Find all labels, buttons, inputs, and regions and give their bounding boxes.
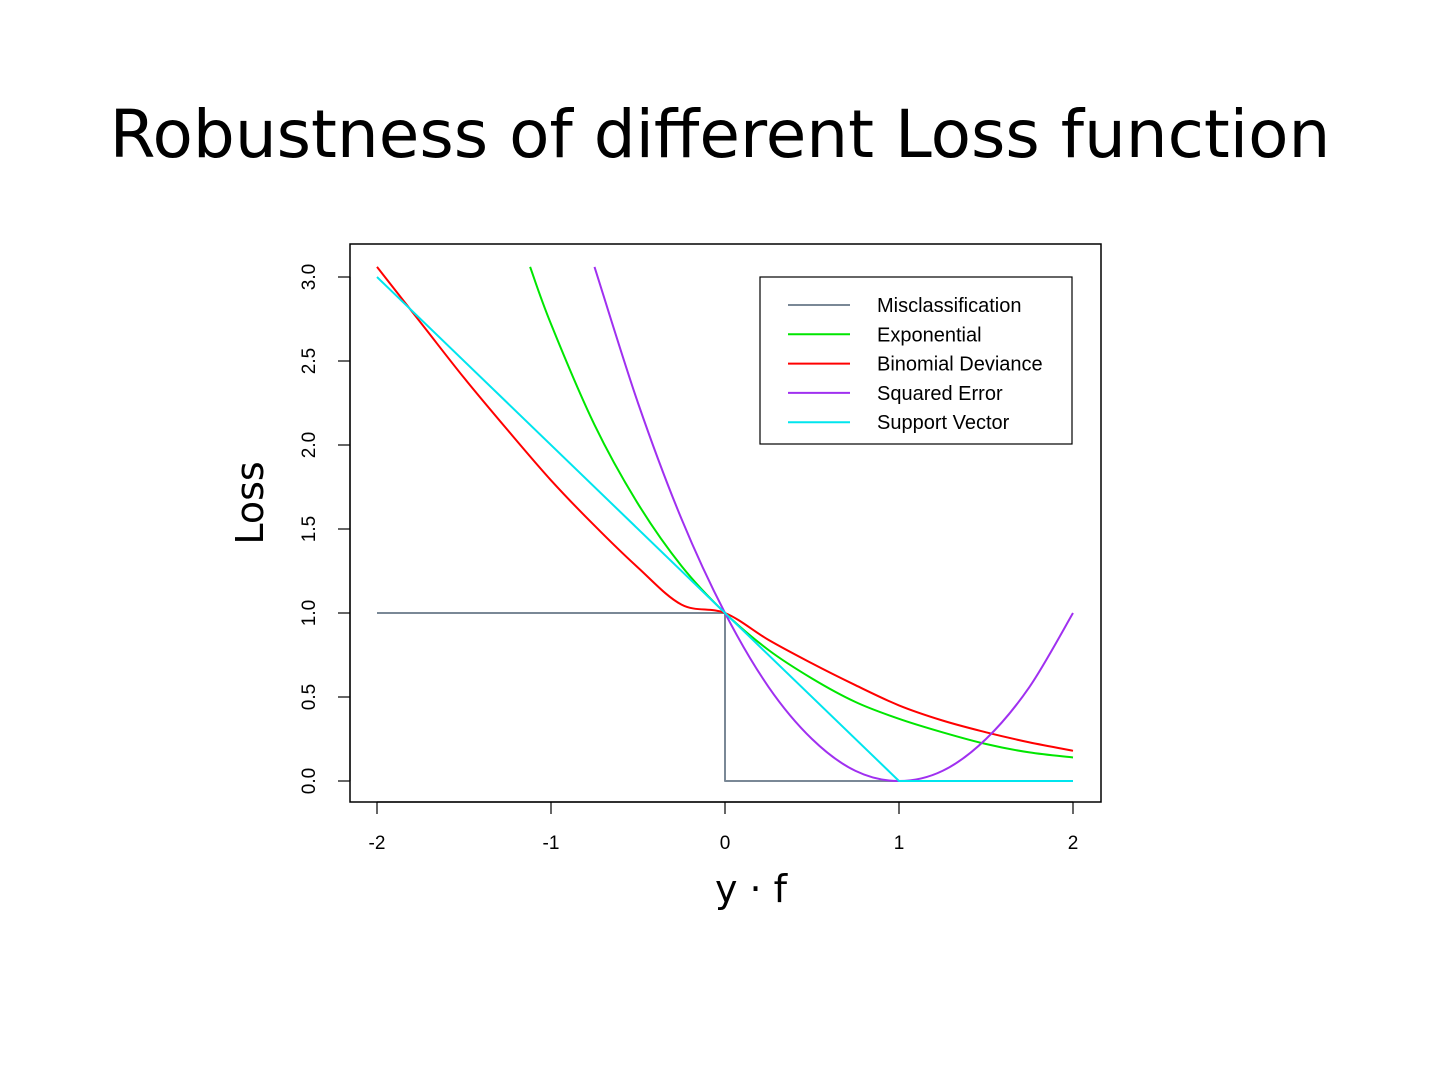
legend-label: Binomial Deviance (877, 354, 1043, 376)
legend-label: Squared Error (877, 383, 1003, 405)
x-tick-label: -1 (543, 833, 560, 854)
series-line-exponential (529, 266, 1074, 759)
curves-layer (376, 266, 1074, 782)
legend-entries: Misclassification Exponential Binomial Dev… (788, 295, 1043, 434)
y-tick-label: 2.0 (299, 432, 320, 458)
axes-layer: -2 -1 0 1 2 0.0 0.5 1.0 1.5 2.0 2.5 3.0 (299, 264, 1078, 854)
series-line-squared-error (593, 266, 1074, 782)
y-tick-label: 2.5 (299, 348, 320, 374)
series-line-misclassification (377, 612, 1073, 782)
legend: Misclassification Exponential Binomial Dev… (759, 276, 1073, 445)
y-tick-label: 0.5 (299, 684, 320, 710)
x-tick-label: 1 (894, 833, 905, 854)
y-tick-label: 0.0 (299, 768, 320, 794)
series-line-binomial-deviance (376, 266, 1074, 752)
slide-title: Robustness of different Loss function (109, 96, 1331, 173)
x-tick-label: -2 (369, 833, 386, 854)
y-tick-label: 1.5 (299, 516, 320, 542)
series-line-support-vector (376, 276, 1073, 782)
x-tick-label: 0 (720, 833, 731, 854)
legend-label: Support Vector (877, 412, 1010, 434)
y-tick-label: 1.0 (299, 600, 320, 626)
legend-label: Exponential (877, 324, 982, 346)
x-tick-label: 2 (1068, 833, 1079, 854)
y-tick-label: 3.0 (299, 264, 320, 290)
legend-label: Misclassification (877, 295, 1021, 317)
x-axis-label: y · f (715, 867, 789, 911)
y-axis-label: Loss (228, 461, 272, 544)
